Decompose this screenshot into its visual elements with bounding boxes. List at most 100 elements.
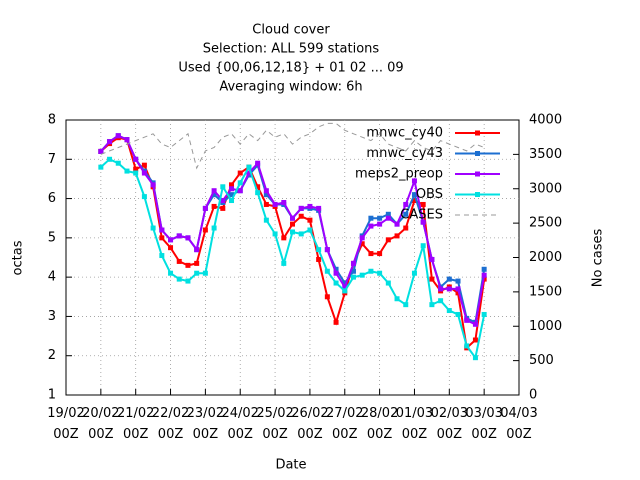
point bbox=[194, 260, 200, 266]
point bbox=[185, 278, 191, 284]
point bbox=[133, 156, 139, 162]
point bbox=[229, 198, 235, 204]
point bbox=[168, 245, 174, 251]
point bbox=[211, 225, 217, 231]
x-tick-label: 20/02 00Z bbox=[82, 406, 119, 442]
point bbox=[438, 298, 444, 304]
point bbox=[272, 231, 278, 237]
point bbox=[446, 286, 452, 292]
point bbox=[350, 268, 356, 274]
point bbox=[359, 235, 365, 241]
point bbox=[133, 166, 139, 172]
point bbox=[263, 188, 269, 194]
point bbox=[429, 276, 435, 282]
point bbox=[377, 221, 383, 227]
point bbox=[472, 337, 478, 343]
point bbox=[464, 343, 470, 349]
point bbox=[159, 227, 165, 233]
point bbox=[246, 170, 252, 176]
point bbox=[438, 286, 444, 292]
point bbox=[307, 217, 313, 223]
point bbox=[324, 294, 330, 300]
legend-label: meps2_preop bbox=[355, 167, 443, 182]
point bbox=[350, 274, 356, 280]
point bbox=[246, 164, 252, 170]
point bbox=[333, 280, 339, 286]
x-tick-label: 26/02 00Z bbox=[291, 406, 328, 442]
point bbox=[281, 235, 287, 241]
chart-title: Used {00,06,12,18} + 01 02 ... 09 bbox=[178, 61, 403, 76]
point bbox=[342, 284, 348, 290]
point bbox=[368, 251, 374, 257]
point bbox=[150, 182, 156, 188]
point bbox=[333, 270, 339, 276]
point bbox=[220, 205, 226, 211]
point bbox=[168, 270, 174, 276]
point bbox=[403, 302, 409, 308]
y2-tick-label: 500 bbox=[529, 353, 554, 368]
point bbox=[377, 215, 383, 221]
y2-tick-label: 4000 bbox=[529, 113, 562, 128]
point bbox=[159, 235, 165, 241]
point bbox=[281, 260, 287, 266]
point bbox=[324, 247, 330, 253]
point bbox=[316, 205, 322, 211]
point bbox=[403, 201, 409, 207]
point bbox=[411, 270, 417, 276]
point bbox=[281, 200, 287, 205]
point bbox=[394, 233, 400, 239]
point bbox=[446, 308, 452, 314]
point bbox=[455, 278, 461, 284]
x-tick-label: 19/02 00Z bbox=[47, 406, 84, 442]
point bbox=[472, 321, 478, 327]
y2-tick-label: 3500 bbox=[529, 147, 562, 162]
point bbox=[385, 237, 391, 243]
x-tick-label: 04/03 00Z bbox=[500, 406, 537, 442]
x-tick-label: 03/03 00Z bbox=[465, 406, 502, 442]
legend-label: mnwc_cy43 bbox=[366, 146, 443, 161]
point bbox=[464, 317, 470, 323]
point bbox=[229, 186, 235, 192]
point bbox=[255, 184, 261, 190]
point bbox=[255, 190, 261, 196]
point bbox=[176, 276, 182, 282]
point bbox=[316, 256, 322, 262]
point bbox=[377, 270, 383, 276]
point bbox=[290, 215, 295, 221]
point bbox=[229, 182, 235, 188]
point bbox=[455, 311, 461, 317]
y2-tick-label: 1000 bbox=[529, 319, 562, 334]
point bbox=[237, 180, 243, 186]
point bbox=[298, 205, 304, 211]
y-tick-label: 2 bbox=[48, 348, 56, 363]
legend-marker bbox=[475, 130, 480, 136]
point bbox=[98, 148, 104, 154]
chart-title: Selection: ALL 599 stations bbox=[203, 42, 380, 57]
point bbox=[455, 290, 461, 296]
x-tick-label: 01/03 00Z bbox=[396, 406, 433, 442]
point bbox=[124, 168, 130, 174]
point bbox=[298, 231, 304, 237]
point bbox=[141, 170, 147, 176]
y-tick-label: 5 bbox=[48, 230, 56, 245]
point bbox=[202, 227, 208, 233]
point bbox=[385, 280, 391, 286]
point bbox=[202, 270, 208, 276]
point bbox=[107, 139, 113, 145]
y-tick-label: 8 bbox=[48, 113, 56, 128]
point bbox=[124, 137, 130, 143]
point bbox=[141, 162, 147, 168]
point bbox=[411, 192, 417, 198]
x-tick-label: 25/02 00Z bbox=[256, 406, 293, 442]
x-tick-label: 27/02 00Z bbox=[326, 406, 363, 442]
point bbox=[159, 253, 165, 259]
legend-marker bbox=[475, 151, 480, 156]
point bbox=[420, 243, 426, 249]
point bbox=[411, 178, 417, 184]
legend-label: OBS bbox=[416, 187, 443, 202]
point bbox=[385, 211, 391, 217]
point bbox=[263, 217, 269, 223]
y2-tick-label: 0 bbox=[529, 388, 537, 403]
point bbox=[359, 241, 365, 247]
point bbox=[481, 266, 487, 272]
